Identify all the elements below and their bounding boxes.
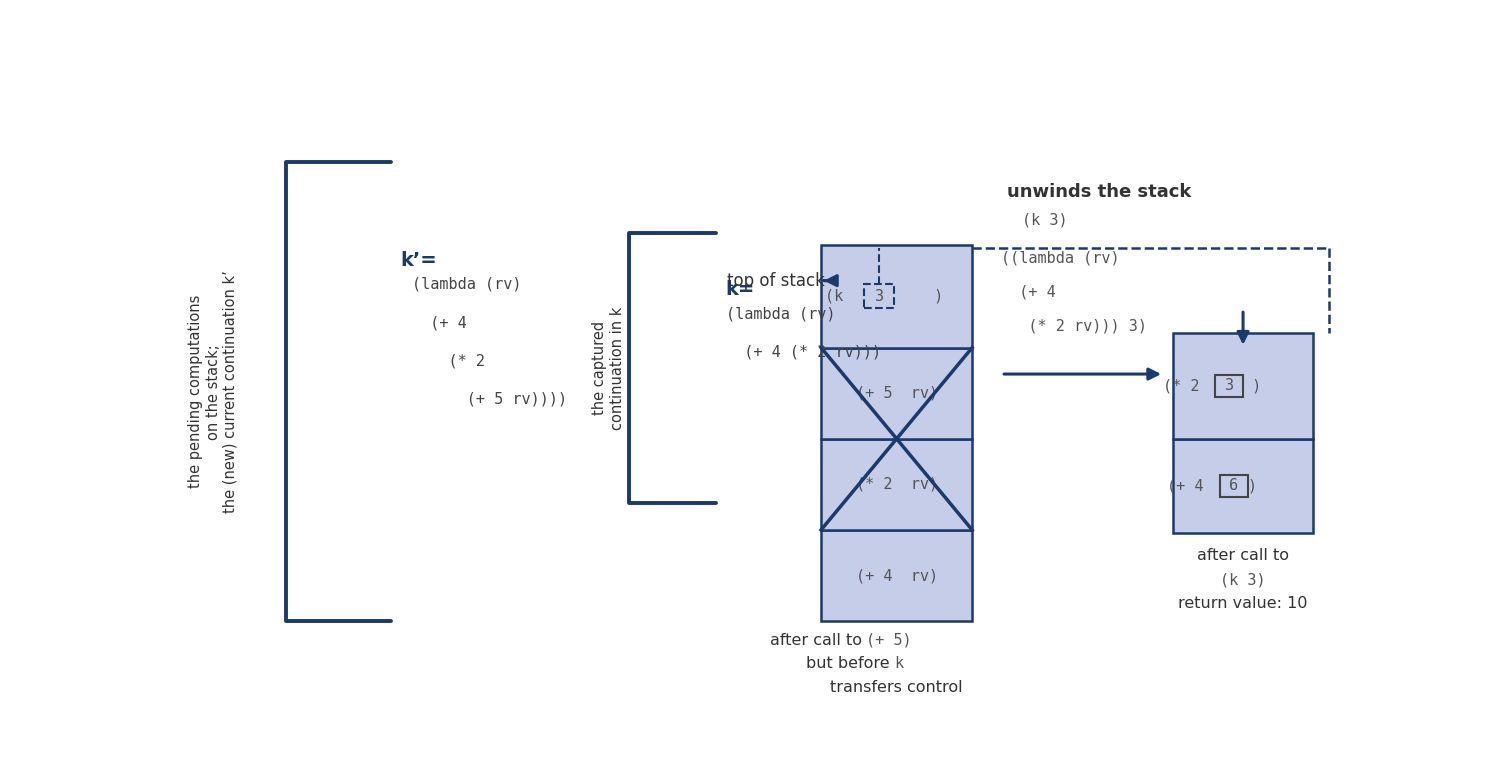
Text: (k 3): (k 3) (1220, 572, 1266, 588)
Text: (+ 4: (+ 4 (1167, 478, 1222, 494)
Bar (1173, 333, 1312, 439)
Bar (1220, 474, 1248, 497)
Bar (1215, 374, 1243, 397)
Text: (* 2  rv): (* 2 rv) (855, 477, 938, 492)
Text: ): ) (1244, 378, 1262, 393)
Bar (821, 439, 972, 530)
Bar (821, 530, 972, 621)
Text: (+ 5  rv): (+ 5 rv) (855, 386, 938, 400)
Text: the pending computations
on the stack;
the (new) current continuation k’: the pending computations on the stack; t… (188, 270, 238, 513)
Text: (+ 5 rv)))): (+ 5 rv)))) (413, 392, 567, 406)
Bar (864, 284, 894, 308)
Text: top of stack: top of stack (726, 272, 825, 290)
Text: (+ 4: (+ 4 (1002, 285, 1056, 299)
Text: after call to: after call to (1197, 548, 1288, 562)
Text: ((lambda (rv): ((lambda (rv) (1002, 251, 1120, 266)
Text: (lambda (rv): (lambda (rv) (726, 306, 836, 322)
Text: (lambda (rv): (lambda (rv) (413, 277, 522, 292)
Text: (* 2 rv))) 3): (* 2 rv))) 3) (1002, 319, 1148, 334)
Text: but before: but before (806, 656, 889, 672)
Text: (* 2: (* 2 (1162, 378, 1218, 393)
Text: return value: 10: return value: 10 (1179, 596, 1308, 611)
Text: unwinds the stack: unwinds the stack (1007, 183, 1191, 201)
Text: (+ 4  rv): (+ 4 rv) (855, 568, 938, 583)
Bar (1173, 439, 1312, 533)
Text: ): ) (1248, 478, 1257, 494)
Text: the captured
continuation in k: the captured continuation in k (592, 306, 624, 430)
Text: after call to: after call to (770, 633, 861, 648)
Text: transfers control: transfers control (831, 680, 963, 695)
Bar (821, 244, 972, 348)
Text: (k 3): (k 3) (1022, 212, 1068, 227)
Bar (821, 348, 972, 439)
Text: 3: 3 (874, 289, 884, 303)
Text: (+ 4: (+ 4 (413, 316, 466, 330)
Text: k=: k= (726, 280, 754, 299)
Text: 3: 3 (1224, 378, 1233, 393)
Text: 6: 6 (1228, 478, 1239, 494)
Text: k’=: k’= (400, 251, 436, 270)
Text: (k: (k (825, 289, 861, 303)
Text: k: k (894, 656, 903, 672)
Text: ): ) (924, 289, 944, 303)
Text: (* 2: (* 2 (413, 354, 485, 368)
Text: (+ 5): (+ 5) (867, 633, 912, 648)
Text: (+ 4 (* 2 rv))): (+ 4 (* 2 rv))) (726, 345, 880, 360)
